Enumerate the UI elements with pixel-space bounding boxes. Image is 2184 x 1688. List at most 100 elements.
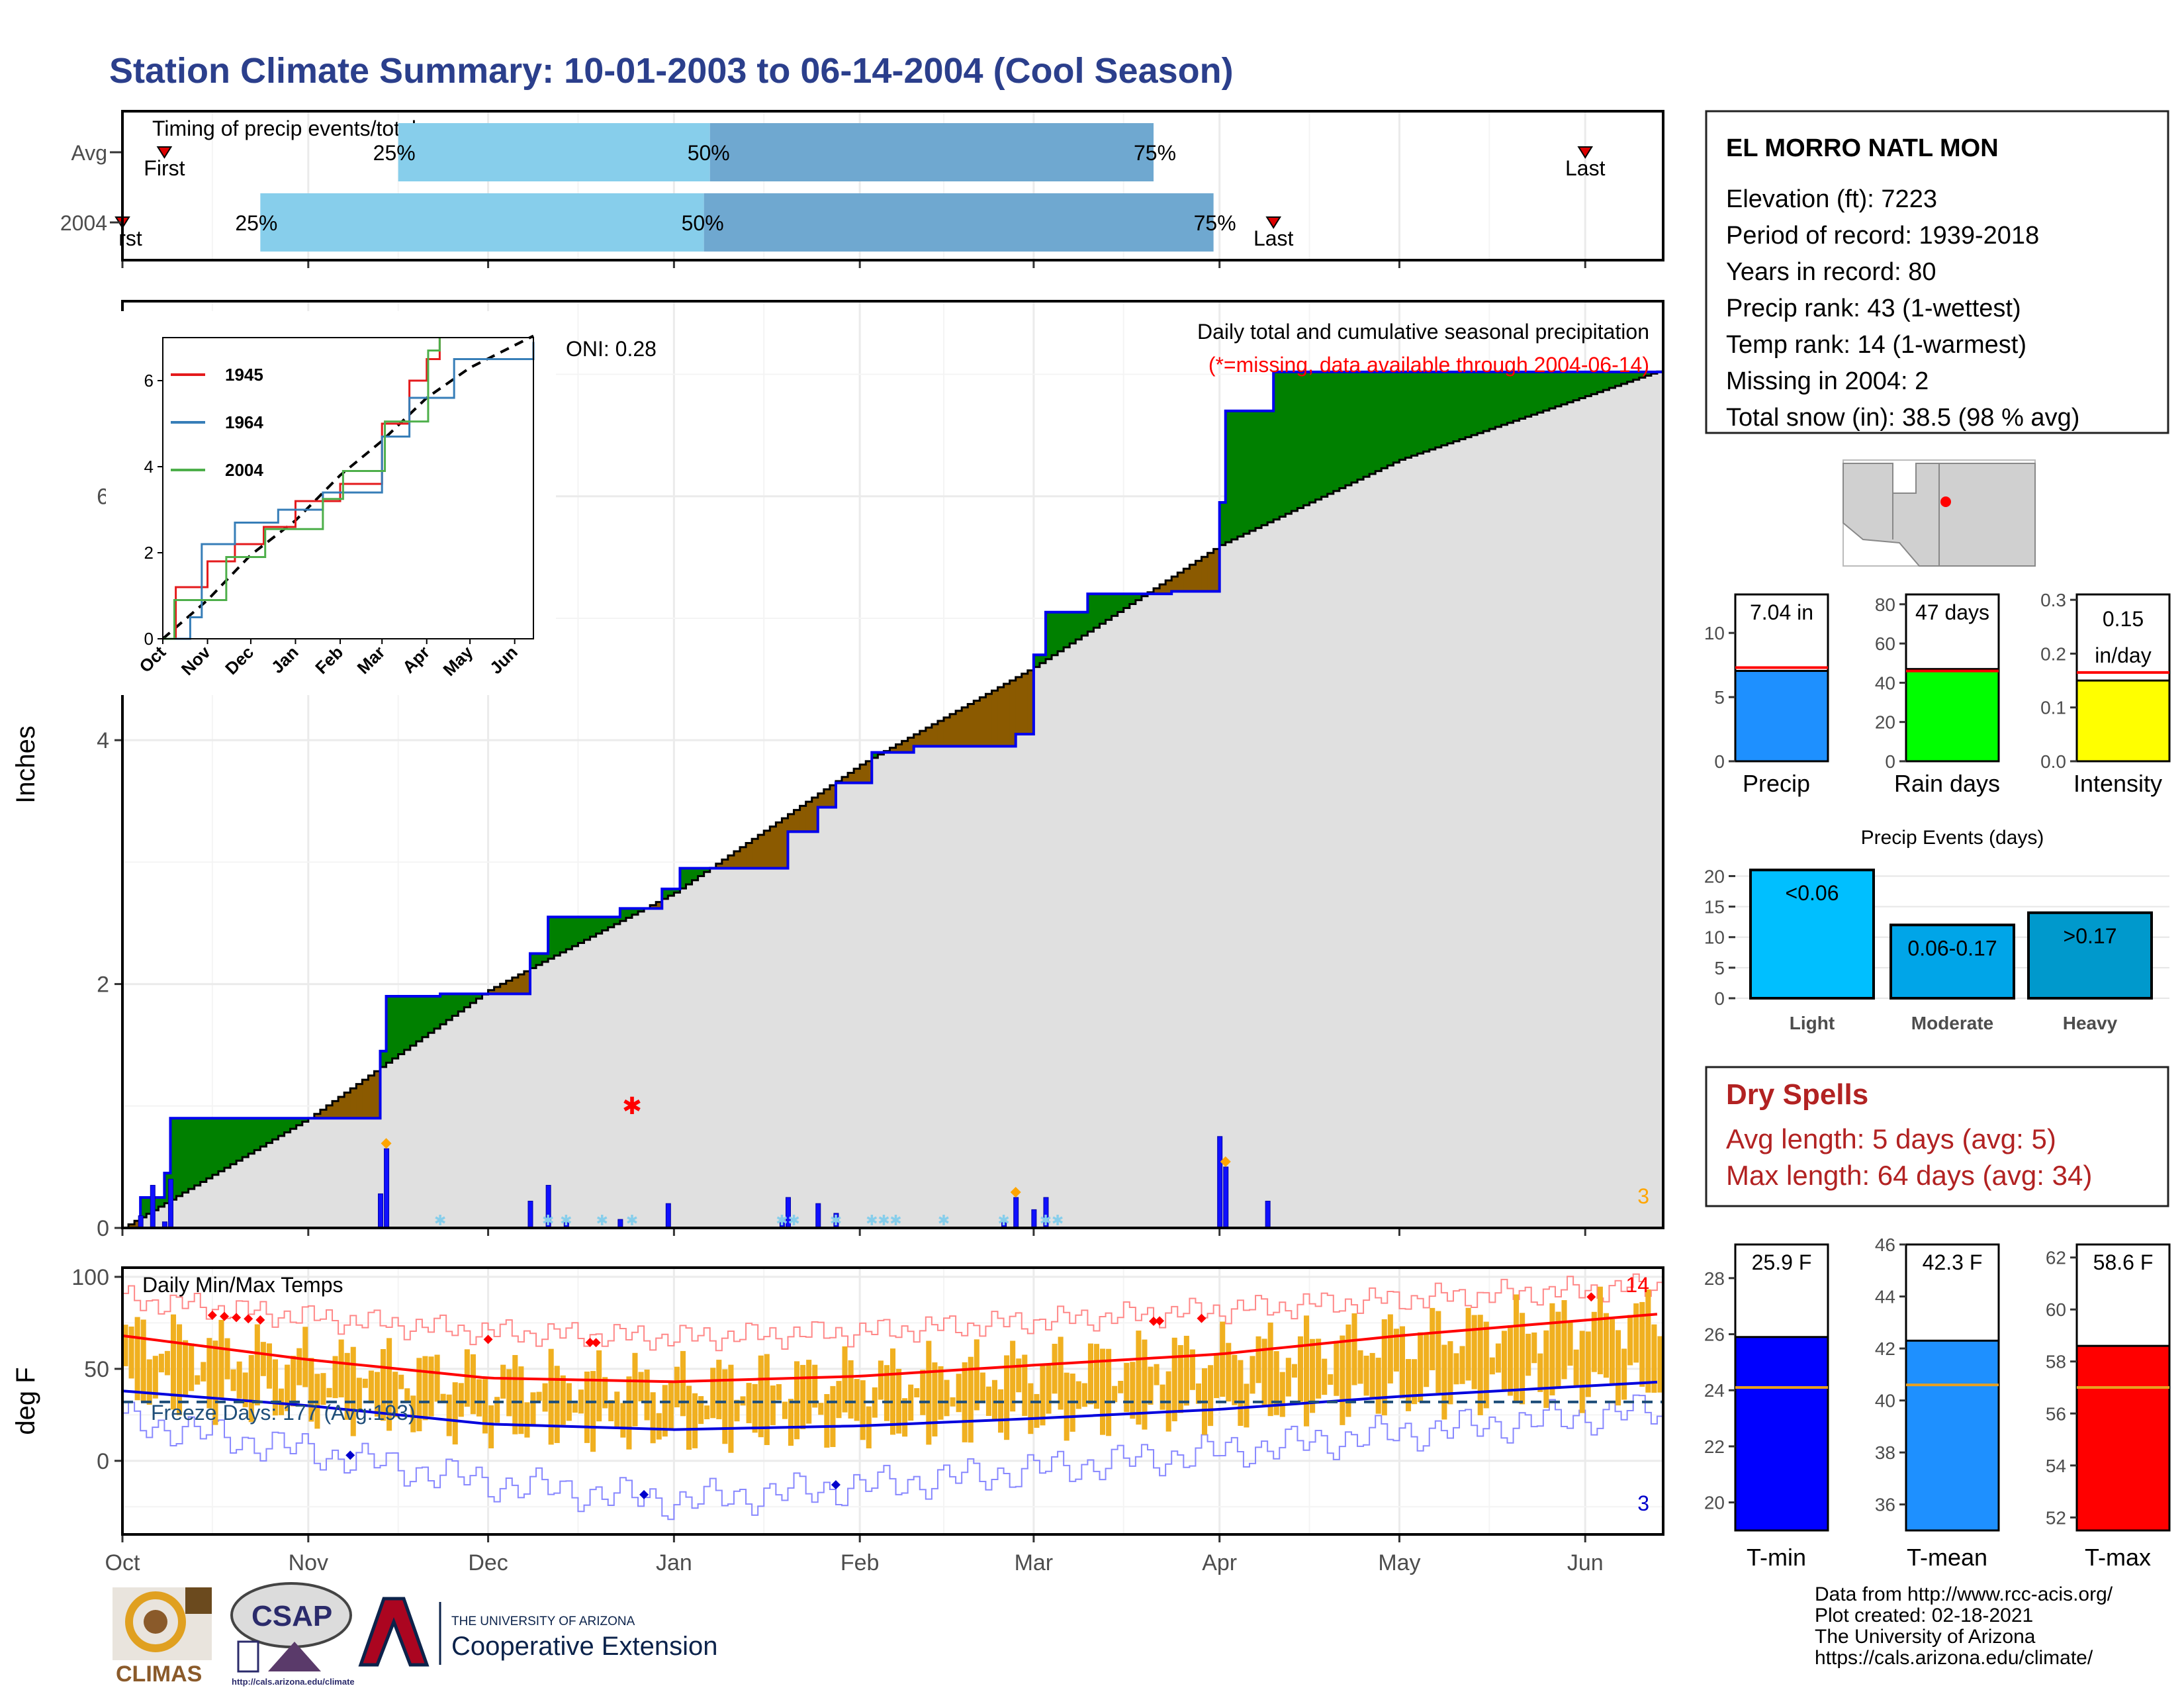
timing-title: Timing of precip events/totals (152, 117, 427, 140)
below-average-fill (500, 984, 507, 994)
below-average-fill (931, 724, 938, 747)
cumulative-base-fill (758, 868, 764, 1228)
cumulative-base-fill (332, 1118, 339, 1228)
below-average-fill (950, 714, 956, 747)
daily-temp-bar (1183, 1335, 1189, 1406)
daily-temp-bar (1220, 1321, 1226, 1397)
cumulative-base-fill (1261, 525, 1268, 1229)
daily-temp-bar (854, 1379, 860, 1421)
cumulative-base-fill (1453, 441, 1460, 1229)
daily-temp-bar (944, 1380, 950, 1417)
above-average-fill (434, 996, 441, 1029)
daily-temp-bar (1285, 1358, 1291, 1397)
cumulative-base-fill (668, 896, 674, 1228)
stat-bar-Rain days (1905, 668, 2000, 763)
stat-name-label: Rain days (1894, 770, 2000, 797)
stat-y-tick-label: 0 (1885, 751, 1895, 772)
daily-temp-bar (1112, 1385, 1118, 1403)
cumulative-base-fill (416, 1041, 423, 1228)
cumulative-base-fill (1579, 398, 1586, 1228)
daily-temp-bar (201, 1362, 206, 1382)
record-high-marker (1586, 1292, 1596, 1302)
cumulative-base-fill (686, 884, 693, 1228)
daily-temp-bar (764, 1354, 770, 1445)
below-average-fill (1207, 553, 1214, 592)
above-average-fill (1351, 371, 1358, 483)
cumulative-base-fill (338, 1118, 345, 1228)
quartile-bar-50-75 (704, 193, 1214, 252)
above-average-fill (590, 917, 597, 937)
temp-panel: 0 50 100 deg F Daily Min/Max Temps Freeze Day… (11, 1265, 1664, 1542)
below-average-fill (956, 710, 962, 747)
above-average-fill (1381, 371, 1388, 469)
cumulative-base-fill (302, 1121, 309, 1228)
daily-temp-bar (183, 1340, 189, 1397)
below-average-fill (368, 1075, 375, 1119)
daily-temp-bar (1537, 1353, 1543, 1392)
cumulative-base-fill (1633, 379, 1640, 1228)
cumulative-base-fill (1279, 516, 1286, 1228)
daily-temp-bar (500, 1364, 506, 1399)
cumulative-base-fill (320, 1118, 327, 1228)
daily-temp-bar (260, 1342, 266, 1376)
snow-marker: ✱ (596, 1213, 608, 1229)
below-average-fill (788, 814, 795, 832)
daily-temp-bar (638, 1372, 644, 1401)
daily-temp-bar (1435, 1311, 1441, 1393)
last-event-label: Last (1565, 156, 1606, 180)
above-average-fill (290, 1118, 297, 1129)
daily-temp-bar (842, 1346, 848, 1413)
cumulative-base-fill (1591, 394, 1598, 1228)
cumulative-base-fill (1123, 608, 1130, 1228)
dry-spells-box: Dry Spells Avg length: 5 days (avg: 5) M… (1705, 1066, 2169, 1207)
daily-temp-bar (704, 1405, 710, 1420)
csap-logo-text: CSAP (251, 1600, 332, 1632)
above-average-fill (1069, 612, 1076, 643)
cumulative-base-fill (1561, 404, 1568, 1228)
above-average-fill (1393, 371, 1400, 463)
daily-temp-bar (1214, 1353, 1220, 1399)
cumulative-base-fill (1009, 746, 1017, 1228)
cumulative-base-fill (200, 1182, 207, 1228)
ua-small-text: THE UNIVERSITY OF ARIZONA (451, 1615, 635, 1628)
above-average-fill (446, 994, 453, 1020)
last-event-label: Last (1253, 226, 1294, 250)
daily-temp-bar (728, 1364, 734, 1453)
cumulative-base-fill (1315, 499, 1322, 1228)
event-bar-label: 0.06-0.17 (1907, 936, 1997, 960)
above-average-fill (242, 1118, 249, 1158)
daily-temp-bar (1363, 1355, 1369, 1396)
below-average-fill (805, 802, 813, 832)
cumulative-base-fill (1495, 426, 1502, 1228)
cumulative-base-fill (997, 746, 1005, 1228)
daily-temp-bar (674, 1366, 680, 1407)
cumulative-base-fill (1069, 643, 1076, 1228)
above-average-fill (1345, 371, 1352, 486)
daily-temp-bar (836, 1381, 842, 1419)
cumulative-base-fill (578, 943, 585, 1228)
cumulative-base-fill (991, 746, 999, 1228)
record-high-marker (219, 1311, 229, 1321)
cumulative-base-fill (344, 1118, 351, 1228)
daily-temp-bar (860, 1380, 866, 1440)
above-average-fill (1573, 371, 1580, 400)
daily-temp-bar (710, 1368, 716, 1419)
cumulative-base-fill (1519, 418, 1526, 1228)
cumulative-base-fill (733, 868, 741, 1228)
cumulative-base-fill (518, 994, 525, 1228)
cumulative-base-fill (158, 1206, 165, 1228)
daily-temp-bar (650, 1392, 656, 1444)
cumulative-base-fill (1651, 373, 1658, 1229)
daily-temp-bar (344, 1352, 350, 1420)
daily-temp-bar (482, 1379, 488, 1434)
quartile-label: 50% (682, 211, 724, 235)
cumulative-base-fill (962, 746, 968, 1228)
daily-temp-bar (446, 1394, 452, 1436)
daily-temp-bar (1477, 1315, 1483, 1415)
daily-temp-bar (134, 1317, 140, 1401)
daily-temp-bar (554, 1366, 560, 1443)
cumulative-base-fill (458, 1011, 465, 1228)
above-average-fill (230, 1118, 237, 1164)
daily-temp-bar (1238, 1360, 1244, 1427)
above-average-fill (1507, 371, 1514, 423)
